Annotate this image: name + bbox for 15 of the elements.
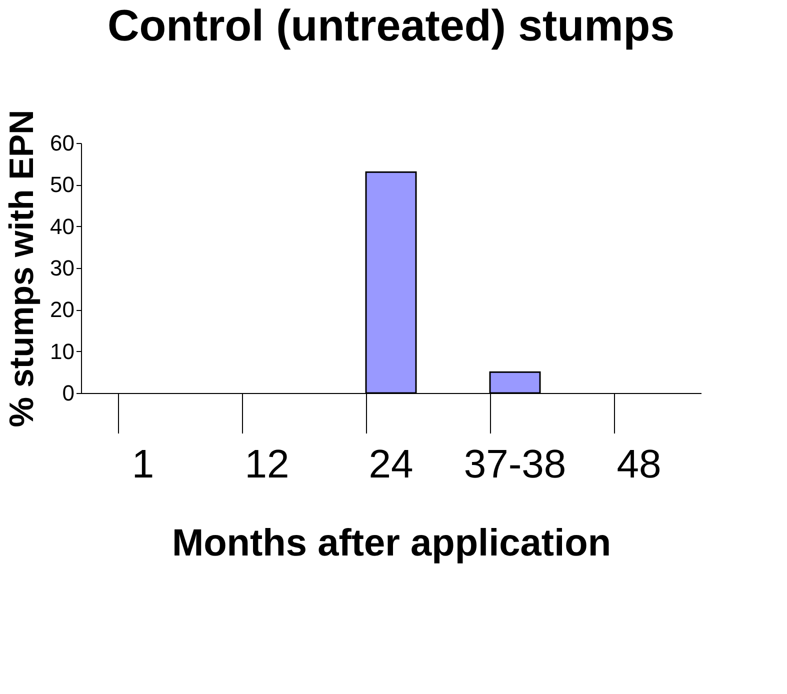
x-tick-label: 1 [132, 442, 154, 486]
x-axis-title: Months after application [172, 522, 612, 564]
y-tick-label: 20 [50, 297, 74, 322]
y-tick-label: 40 [50, 214, 74, 239]
x-tick-label: 48 [616, 442, 662, 486]
x-tick-label: 24 [368, 442, 414, 486]
x-tick-label: 12 [244, 442, 290, 486]
y-tick-label: 30 [50, 256, 74, 280]
y-tick-label: 10 [50, 338, 74, 364]
y-tick-label: 50 [50, 172, 74, 198]
x-tick-label: 37-38 [464, 442, 566, 486]
y-tick-label: 60 [50, 130, 74, 156]
chart-title: Control (untreated) stumps [107, 1, 675, 50]
y-tick-label: 0 [62, 380, 74, 406]
y-axis-title: % stumps with EPN [3, 110, 42, 428]
